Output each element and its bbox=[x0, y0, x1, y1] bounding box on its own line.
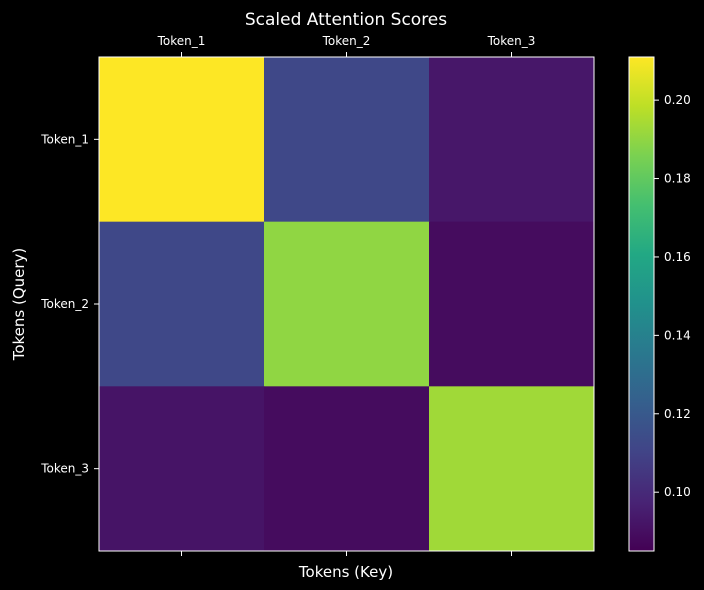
colorbar-tick-label: 0.18 bbox=[664, 172, 691, 186]
x-tick-label: Token_2 bbox=[322, 34, 371, 48]
colorbar-ticks: 0.10 0.12 0.14 0.16 0.18 0.20 bbox=[654, 93, 691, 499]
x-axis-label: Tokens (Key) bbox=[298, 563, 393, 581]
y-axis-ticks: Token_1 Token_2 Token_3 bbox=[40, 132, 99, 476]
x-tick-label: Token_1 bbox=[157, 34, 206, 48]
y-tick-label: Token_1 bbox=[40, 132, 89, 146]
colorbar-tick-label: 0.14 bbox=[664, 328, 691, 342]
heatmap-cell-r1-c2 bbox=[264, 57, 430, 223]
colorbar-tick-label: 0.16 bbox=[664, 250, 691, 264]
colorbar-tick-label: 0.10 bbox=[664, 485, 691, 499]
colorbar: 0.10 0.12 0.14 0.16 0.18 0.20 bbox=[628, 56, 691, 552]
colorbar-gradient bbox=[628, 56, 655, 552]
x-tick-label: Token_3 bbox=[487, 34, 536, 48]
heatmap-cell-r2-c3 bbox=[429, 221, 595, 387]
heatmap-cell-r1-c1 bbox=[99, 57, 265, 223]
heatmap-cell-r2-c1 bbox=[99, 221, 265, 387]
y-tick-label: Token_2 bbox=[40, 297, 89, 311]
chart-title: Scaled Attention Scores bbox=[245, 10, 447, 30]
x-axis-ticks: Token_1 Token_2 Token_3 bbox=[157, 34, 536, 556]
heatmap-cells bbox=[99, 57, 595, 552]
heatmap-cell-r3-c1 bbox=[99, 386, 265, 552]
colorbar-tick-label: 0.20 bbox=[664, 93, 691, 107]
heatmap-cell-r3-c2 bbox=[264, 386, 430, 552]
heatmap-cell-r1-c3 bbox=[429, 57, 595, 223]
y-tick-label: Token_3 bbox=[40, 462, 89, 476]
heatmap-cell-r2-c2 bbox=[264, 221, 430, 387]
colorbar-tick-label: 0.12 bbox=[664, 407, 691, 421]
y-axis-label: Tokens (Query) bbox=[10, 248, 28, 362]
heatmap-cell-r3-c3 bbox=[429, 386, 595, 552]
